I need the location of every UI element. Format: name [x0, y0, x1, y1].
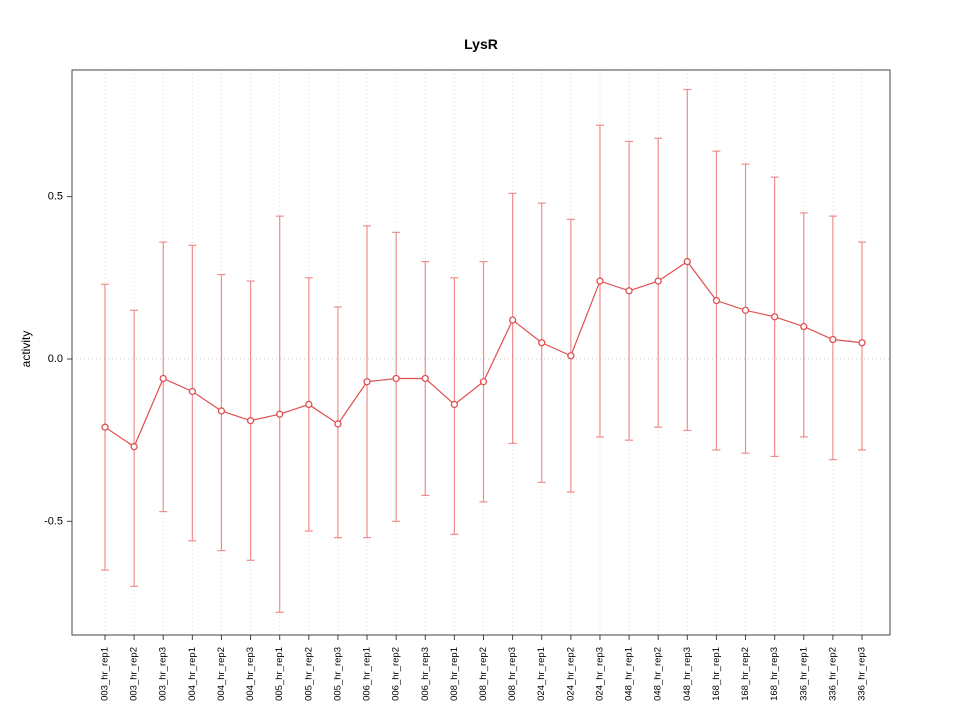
- svg-text:006_hr_rep3: 006_hr_rep3: [420, 647, 431, 701]
- svg-text:336_hr_rep2: 336_hr_rep2: [827, 647, 838, 701]
- svg-text:006_hr_rep2: 006_hr_rep2: [391, 647, 402, 701]
- svg-text:003_hr_rep2: 003_hr_rep2: [129, 647, 140, 701]
- svg-text:168_hr_rep3: 168_hr_rep3: [769, 647, 780, 701]
- svg-text:005_hr_rep3: 005_hr_rep3: [332, 647, 343, 701]
- svg-text:-0.5: -0.5: [44, 515, 63, 527]
- svg-text:024_hr_rep1: 024_hr_rep1: [536, 647, 547, 701]
- svg-text:0.0: 0.0: [48, 353, 63, 365]
- data-points: [101, 257, 866, 451]
- y-axis-label: activity: [19, 330, 33, 368]
- svg-text:005_hr_rep2: 005_hr_rep2: [303, 647, 314, 701]
- svg-text:008_hr_rep3: 008_hr_rep3: [507, 647, 518, 701]
- svg-text:004_hr_rep2: 004_hr_rep2: [216, 647, 227, 701]
- y-axis: -0.5 0.0 0.5: [44, 191, 72, 527]
- svg-text:003_hr_rep1: 003_hr_rep1: [100, 647, 111, 701]
- svg-text:008_hr_rep1: 008_hr_rep1: [449, 647, 460, 701]
- svg-text:0.5: 0.5: [48, 191, 63, 203]
- svg-text:168_hr_rep1: 168_hr_rep1: [711, 647, 722, 701]
- svg-text:005_hr_rep1: 005_hr_rep1: [274, 647, 285, 701]
- svg-text:048_hr_rep2: 048_hr_rep2: [653, 647, 664, 701]
- plot-border: [71, 69, 891, 636]
- svg-text:006_hr_rep1: 006_hr_rep1: [362, 647, 373, 701]
- svg-text:024_hr_rep3: 024_hr_rep3: [594, 647, 605, 701]
- svg-text:024_hr_rep2: 024_hr_rep2: [565, 647, 576, 701]
- svg-text:336_hr_rep1: 336_hr_rep1: [798, 647, 809, 701]
- svg-text:004_hr_rep3: 004_hr_rep3: [245, 647, 256, 701]
- chart-title: LysR: [464, 36, 498, 52]
- x-axis: 003_hr_rep1 003_hr_rep2 003_hr_rep3 004_hr_…: [100, 635, 868, 701]
- error-bars: [101, 88, 866, 613]
- svg-text:048_hr_rep3: 048_hr_rep3: [682, 647, 693, 701]
- svg-text:336_hr_rep3: 336_hr_rep3: [857, 647, 868, 701]
- svg-text:003_hr_rep3: 003_hr_rep3: [158, 647, 169, 701]
- svg-text:168_hr_rep2: 168_hr_rep2: [740, 647, 751, 701]
- svg-text:048_hr_rep1: 048_hr_rep1: [624, 647, 635, 701]
- svg-text:008_hr_rep2: 008_hr_rep2: [478, 647, 489, 701]
- svg-text:004_hr_rep1: 004_hr_rep1: [187, 647, 198, 701]
